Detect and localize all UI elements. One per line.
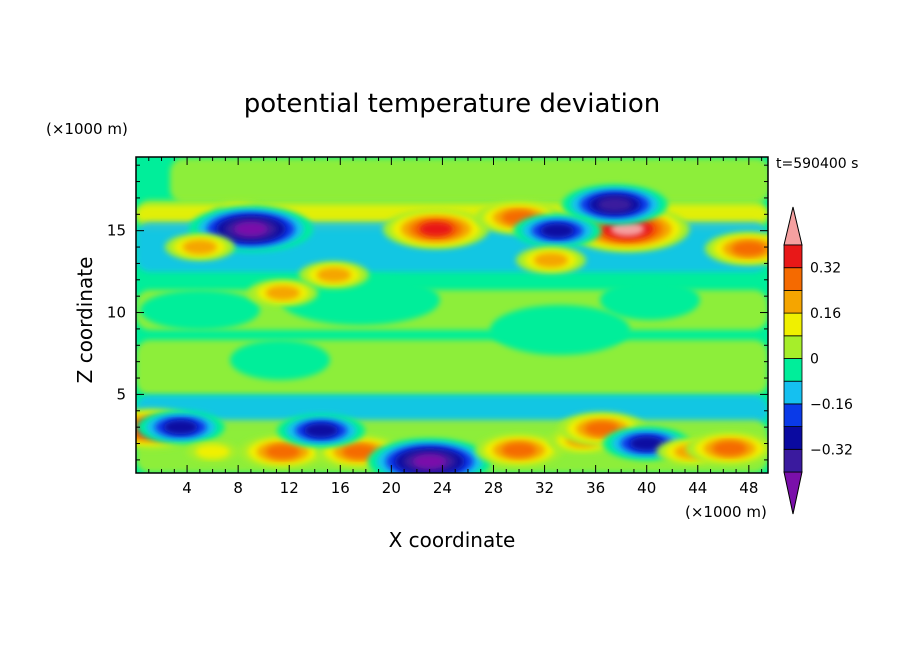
- x-tick-label: 24: [433, 479, 452, 497]
- contour-feature: [367, 438, 492, 473]
- colorbar-swatch: [783, 289, 803, 314]
- field-gap: [490, 305, 630, 355]
- contour-ring: [265, 444, 300, 459]
- x-tick-label: 16: [331, 479, 350, 497]
- contour-feature: [277, 413, 366, 448]
- x-tick-label: 8: [233, 479, 243, 497]
- x-tick-label: 4: [182, 479, 192, 497]
- contour-feature: [164, 233, 235, 261]
- contour-feature: [188, 205, 313, 253]
- colorbar-swatch: [783, 244, 803, 269]
- y-axis: 5 10 15: [107, 164, 768, 461]
- contour-feature: [685, 431, 768, 466]
- x-axis: 4 8 12 16 20 24 28 32 36 40 44 48: [148, 157, 763, 497]
- y-tick-label: 5: [116, 385, 126, 403]
- y-tick-label: 15: [107, 222, 126, 240]
- contour-feature: [298, 261, 369, 289]
- contour-ring: [419, 221, 454, 237]
- contour-feature: [561, 184, 668, 225]
- colorbar-tick-label: 0.32: [810, 261, 841, 277]
- contour-feature: [186, 441, 239, 463]
- y-tick-label: 10: [107, 304, 126, 322]
- contour-ring: [195, 444, 230, 459]
- contour-feature: [136, 410, 225, 444]
- colorbar-tick-label: 0.16: [810, 306, 841, 322]
- colorbar-swatch: [783, 358, 803, 382]
- contour-ring: [304, 423, 339, 438]
- contour-ring: [585, 421, 620, 436]
- colorbar-max-arrow: [783, 206, 803, 246]
- x-tick-label: 28: [484, 479, 503, 497]
- field-gap: [230, 340, 330, 380]
- x-tick-label: 20: [382, 479, 401, 497]
- contour-ring: [182, 239, 217, 255]
- x-tick-label: 12: [280, 479, 299, 497]
- field-gap: [280, 275, 440, 325]
- colorbar-swatch: [783, 267, 803, 291]
- time-label: t=590400 s: [776, 156, 858, 172]
- field-gap: [600, 280, 700, 320]
- colorbar-swatch: [783, 448, 803, 473]
- contour-ring: [533, 252, 568, 268]
- contour-ring: [265, 285, 300, 301]
- contour-feature: [515, 246, 586, 274]
- contour-features: [136, 158, 768, 473]
- contour-ring: [597, 197, 632, 212]
- contour-ring: [163, 419, 198, 435]
- x-tick-label: 36: [586, 479, 605, 497]
- contour-feature: [513, 213, 602, 248]
- contour-ring: [629, 436, 664, 451]
- colorbar-swatch: [783, 380, 803, 405]
- contour-ring: [540, 223, 575, 238]
- x-unit-label: (×1000 m): [685, 503, 767, 521]
- colorbar-swatch: [783, 335, 803, 359]
- plot-area: [136, 157, 768, 473]
- x-tick-label: 44: [688, 479, 707, 497]
- contour-ring: [610, 221, 645, 237]
- colorbar-tick-label: −0.16: [810, 397, 853, 413]
- colorbar-swatch: [783, 426, 803, 450]
- colorbar-min-arrow: [783, 471, 803, 515]
- plot-frame: [135, 156, 769, 474]
- field-band: [170, 158, 768, 203]
- contour-ring: [412, 454, 447, 469]
- colorbar-tick-label: 0: [810, 352, 819, 368]
- contour-feature: [704, 231, 768, 266]
- field-gap: [140, 290, 260, 330]
- field-band: [136, 340, 768, 395]
- colorbar: 0.32 0.16 0 −0.16 −0.32: [783, 206, 853, 515]
- contour-ring: [233, 221, 268, 237]
- y-unit-label: (×1000 m): [46, 120, 128, 138]
- contour-ring: [712, 441, 747, 456]
- chart-title: potential temperature deviation: [244, 89, 660, 119]
- contour-feature: [247, 279, 318, 307]
- x-tick-label: 48: [739, 479, 758, 497]
- contour-feature: [475, 433, 564, 467]
- contour-ring: [316, 267, 351, 283]
- colorbar-swatch: [783, 403, 803, 427]
- y-axis-label: Z coordinate: [73, 257, 97, 384]
- contour-ring: [342, 444, 377, 459]
- x-tick-label: 32: [535, 479, 554, 497]
- contour-ring: [731, 241, 766, 256]
- contour-feature: [383, 209, 490, 250]
- x-tick-label: 40: [637, 479, 656, 497]
- contour-ring: [502, 442, 537, 458]
- x-axis-label: X coordinate: [389, 528, 516, 552]
- colorbar-tick-label: −0.32: [810, 442, 853, 458]
- colorbar-swatch: [783, 312, 803, 337]
